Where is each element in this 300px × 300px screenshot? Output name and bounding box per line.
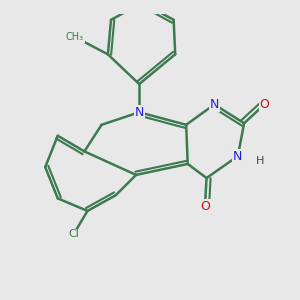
Text: O: O — [200, 200, 210, 213]
Text: N: N — [233, 150, 242, 163]
Text: CH₃: CH₃ — [66, 32, 84, 42]
Text: N: N — [134, 106, 144, 119]
Text: O: O — [260, 98, 269, 111]
Text: Cl: Cl — [68, 230, 79, 239]
Text: N: N — [210, 98, 219, 111]
Text: H: H — [256, 156, 264, 166]
